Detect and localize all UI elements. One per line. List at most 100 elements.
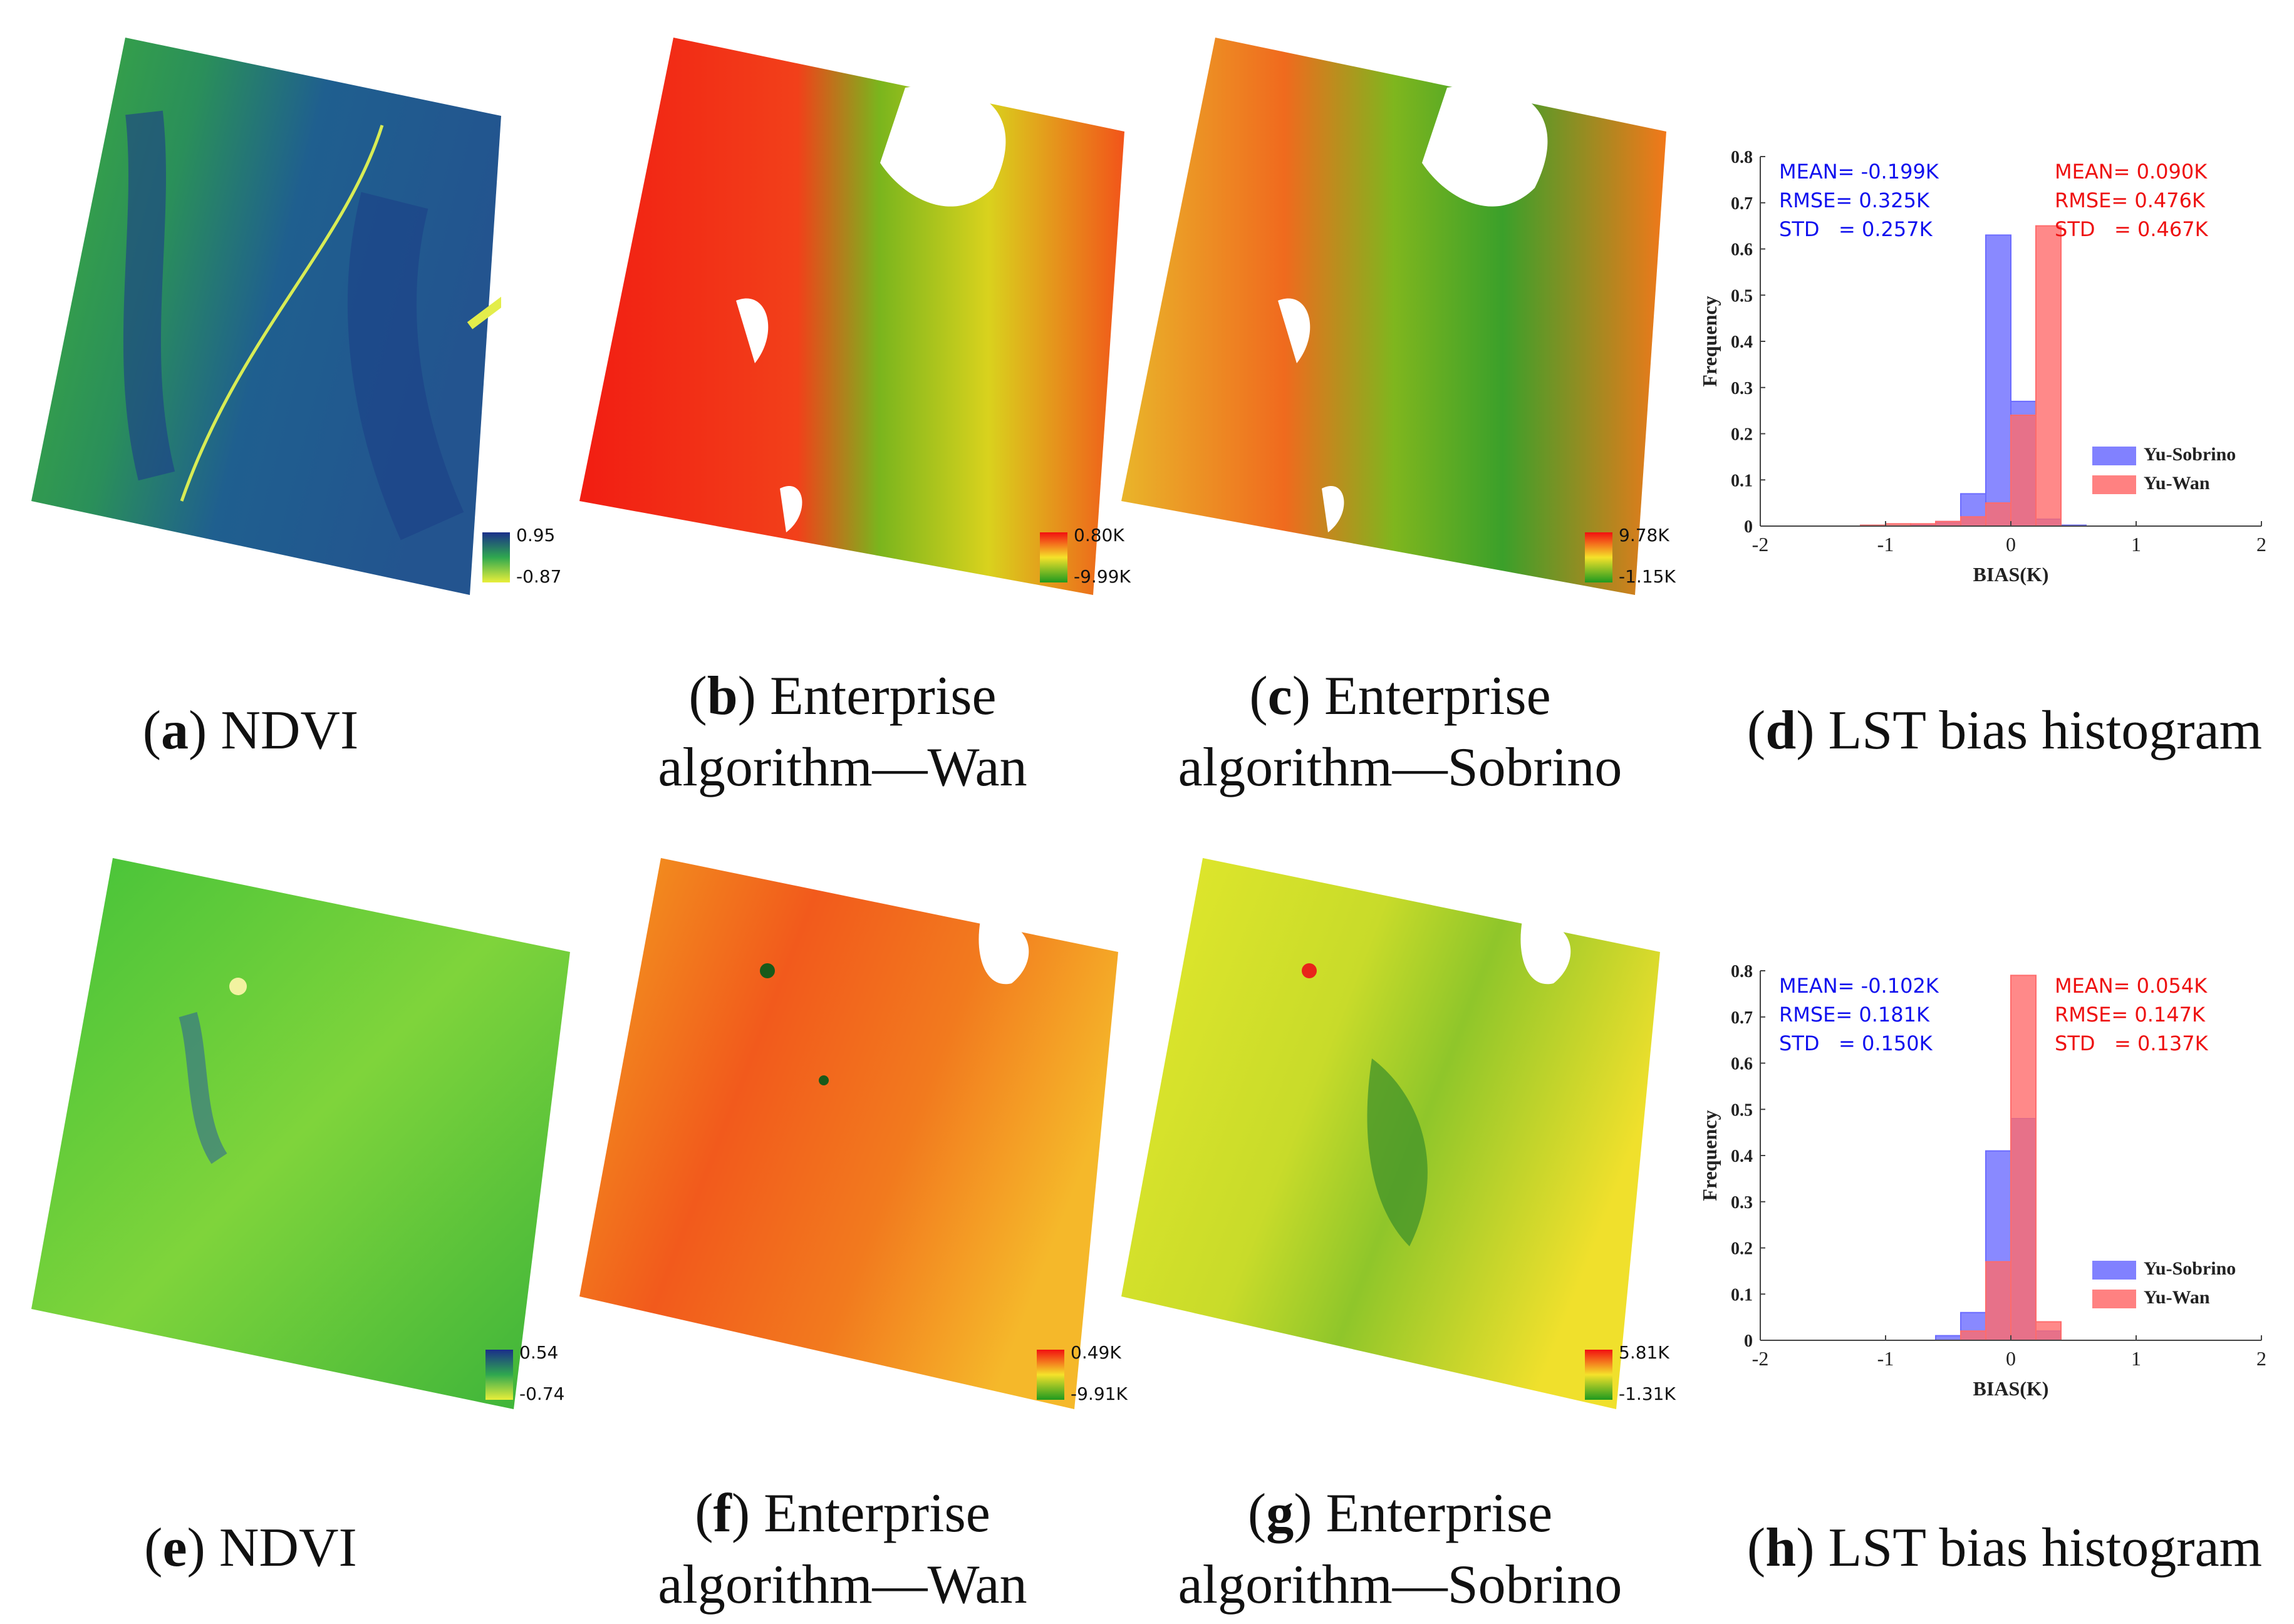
y-tick-label: 0.2 bbox=[1731, 1239, 1753, 1259]
colorbar-gradient bbox=[1037, 1350, 1064, 1400]
caption-b: (b) Enterprise algorithm—Wan bbox=[658, 666, 1027, 798]
stats-text: MEAN= 0.090K bbox=[2055, 160, 2208, 184]
caption-text: Enterprise bbox=[755, 666, 997, 727]
stats-text: RMSE= 0.325K bbox=[1779, 189, 1930, 212]
y-tick-label: 0.5 bbox=[1731, 1100, 1753, 1120]
caption-text: LST bias histogram bbox=[1814, 1518, 2263, 1578]
caption-text: Enterprise bbox=[1312, 1483, 1553, 1544]
y-tick-label: 0.1 bbox=[1731, 471, 1753, 490]
x-tick-label: 1 bbox=[2131, 1347, 2141, 1370]
stats-text: RMSE= 0.181K bbox=[1779, 1003, 1930, 1027]
colorbar-gradient bbox=[485, 1350, 513, 1400]
caption-text: NDVI bbox=[205, 1518, 357, 1578]
caption-e: (e) NDVI bbox=[144, 1518, 357, 1578]
caption-text-line2: algorithm—Sobrino bbox=[1178, 737, 1622, 798]
caption-letter: f bbox=[713, 1483, 732, 1544]
histogram-bar bbox=[1985, 502, 2011, 527]
caption-letter: c bbox=[1267, 666, 1292, 727]
caption-text-line2: algorithm—Wan bbox=[658, 737, 1027, 798]
colorbar-min: -1.31K bbox=[1619, 1384, 1676, 1404]
y-tick-label: 0 bbox=[1744, 1332, 1753, 1351]
legend-swatch bbox=[2092, 1261, 2136, 1280]
histogram-bar bbox=[2010, 975, 2037, 1341]
y-tick-label: 0.3 bbox=[1731, 1193, 1753, 1213]
histogram-bar bbox=[1985, 234, 2011, 527]
histogram-bar bbox=[1985, 1261, 2011, 1341]
colorbar-max: 5.81K bbox=[1619, 1342, 1669, 1363]
stats-text: MEAN= -0.102K bbox=[1779, 974, 1939, 998]
caption-text: NDVI bbox=[207, 700, 359, 761]
caption-text-line2: algorithm—Wan bbox=[658, 1554, 1027, 1615]
lst-map-wan-f bbox=[579, 858, 1118, 1409]
histogram-bar bbox=[1960, 1330, 1986, 1341]
caption-letter: a bbox=[161, 700, 189, 761]
colorbar-gradient bbox=[1585, 1350, 1612, 1400]
y-tick-label: 0.5 bbox=[1731, 286, 1753, 306]
caption-c: (c) Enterprise algorithm—Sobrino bbox=[1178, 666, 1622, 798]
y-tick-label: 0.6 bbox=[1731, 240, 1753, 260]
histogram-bar bbox=[2035, 225, 2062, 527]
stats-text: STD = 0.257K bbox=[1779, 217, 1933, 241]
histogram-bar bbox=[1960, 516, 1986, 527]
colorbar-min: -0.74 bbox=[519, 1384, 565, 1404]
y-tick-label: 0.4 bbox=[1731, 1147, 1753, 1166]
caption-letter: d bbox=[1765, 700, 1797, 761]
x-tick-label: -1 bbox=[1877, 1347, 1894, 1370]
stats-text: STD = 0.137K bbox=[2055, 1032, 2209, 1055]
legend-label: Yu-Sobrino bbox=[2144, 444, 2236, 465]
lst-map-sobrino-c bbox=[1121, 38, 1666, 595]
histogram-bar bbox=[2010, 415, 2037, 527]
x-axis-label: BIAS(K) bbox=[1973, 563, 2049, 586]
lst-map-wan-b bbox=[579, 38, 1124, 595]
y-tick-label: 0.7 bbox=[1731, 1008, 1753, 1028]
caption-text: Enterprise bbox=[750, 1483, 990, 1544]
colorbar-max: 0.49K bbox=[1071, 1342, 1121, 1363]
y-tick-label: 0.6 bbox=[1731, 1055, 1753, 1074]
legend-label: Yu-Wan bbox=[2144, 473, 2210, 494]
histogram-bar bbox=[1935, 1335, 1961, 1341]
colorbar-gradient bbox=[482, 532, 510, 582]
caption-g: (g) Enterprise algorithm—Sobrino bbox=[1178, 1483, 1622, 1615]
ndvi-map-e bbox=[31, 858, 570, 1409]
caption-text: Enterprise bbox=[1310, 666, 1551, 727]
caption-f: (f) Enterprise algorithm—Wan bbox=[658, 1483, 1027, 1615]
legend-label: Yu-Sobrino bbox=[2144, 1258, 2236, 1279]
caption-h: (h) LST bias histogram bbox=[1746, 1518, 2263, 1578]
colorbar-max: 0.80K bbox=[1074, 525, 1124, 546]
x-tick-label: 2 bbox=[2256, 533, 2266, 556]
stats-text: STD = 0.467K bbox=[2055, 217, 2209, 241]
colorbar-min: -9.91K bbox=[1071, 1384, 1128, 1404]
y-tick-label: 0.1 bbox=[1731, 1285, 1753, 1305]
y-tick-label: 0.7 bbox=[1731, 194, 1753, 214]
x-tick-label: 0 bbox=[2006, 533, 2016, 556]
colorbar-gradient bbox=[1585, 532, 1612, 582]
colorbar-min: -1.15K bbox=[1619, 566, 1676, 587]
histogram-bar bbox=[2035, 1321, 2062, 1341]
colorbar-max: 0.54 bbox=[519, 1342, 559, 1363]
x-tick-label: 2 bbox=[2256, 1347, 2266, 1370]
x-tick-label: -2 bbox=[1752, 1347, 1769, 1370]
caption-a: (a) NDVI bbox=[142, 700, 359, 761]
stats-text: STD = 0.150K bbox=[1779, 1032, 1933, 1055]
bias-histogram-d: -2 -1 0 1 2 0 0.1 0.2 0.3 0.4 0.5 0.6 0.7 0.8 BIAS(K) F… bbox=[1698, 148, 2266, 586]
y-axis-label: Frequency bbox=[1698, 296, 1721, 386]
caption-text-line2: algorithm—Sobrino bbox=[1178, 1554, 1622, 1615]
colorbar-min: -9.99K bbox=[1074, 566, 1131, 587]
legend-swatch bbox=[2092, 447, 2136, 465]
colorbar-min: -0.87 bbox=[516, 566, 562, 587]
stats-text: RMSE= 0.147K bbox=[2055, 1003, 2206, 1027]
caption-letter: h bbox=[1765, 1518, 1797, 1578]
histogram-bar bbox=[1935, 520, 1961, 527]
x-tick-label: -2 bbox=[1752, 533, 1769, 556]
y-tick-label: 0 bbox=[1744, 517, 1753, 537]
x-axis-label: BIAS(K) bbox=[1973, 1377, 2049, 1400]
y-tick-label: 0.4 bbox=[1731, 333, 1753, 352]
stats-text: RMSE= 0.476K bbox=[2055, 189, 2206, 212]
colorbar-gradient bbox=[1040, 532, 1067, 582]
x-tick-label: 1 bbox=[2131, 533, 2141, 556]
legend-swatch bbox=[2092, 1290, 2136, 1308]
bias-histogram-h: -2 -1 0 1 2 0 0.1 0.2 0.3 0.4 0.5 0.6 0.7 0.8 BIAS(K) F… bbox=[1698, 962, 2266, 1400]
y-tick-label: 0.8 bbox=[1731, 962, 1753, 981]
caption-d: (d) LST bias histogram bbox=[1746, 700, 2263, 761]
ndvi-map-a bbox=[31, 38, 501, 595]
